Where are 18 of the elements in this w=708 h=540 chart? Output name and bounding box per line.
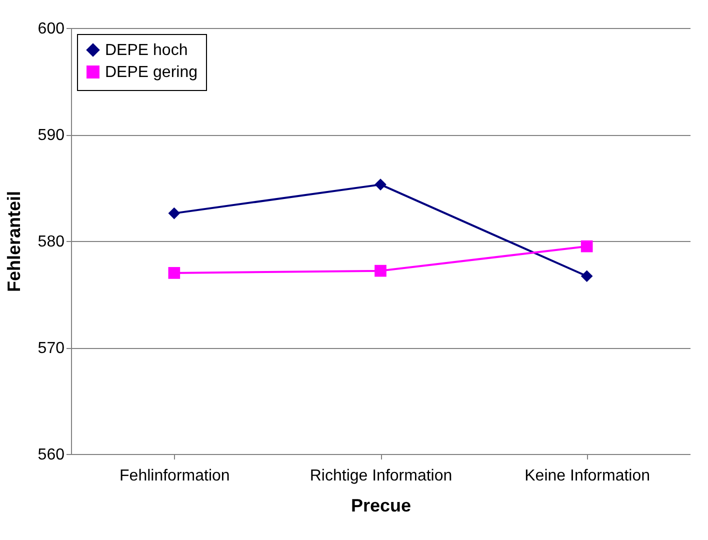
y-tick-label: 570	[38, 340, 65, 357]
x-tick-label: Richtige Information	[310, 468, 452, 484]
y-axis-title: Fehleranteil	[4, 190, 24, 292]
y-tick-label: 590	[38, 127, 65, 144]
y-tick-label: 600	[38, 20, 65, 38]
y-tick-label: 560	[38, 446, 65, 464]
legend-label: DEPE hoch	[105, 42, 188, 59]
point	[168, 267, 180, 279]
x-axis-title: Precue	[350, 496, 412, 516]
point	[168, 207, 180, 220]
point	[580, 270, 593, 282]
point	[374, 264, 386, 277]
point	[374, 178, 386, 190]
x-tick-label: Keine Information	[524, 468, 650, 484]
point	[580, 240, 593, 252]
y-tick-label: 580	[38, 234, 65, 250]
x-tick-label: Fehlinformation	[120, 468, 230, 484]
legend-label: DEPE gering	[105, 64, 198, 81]
